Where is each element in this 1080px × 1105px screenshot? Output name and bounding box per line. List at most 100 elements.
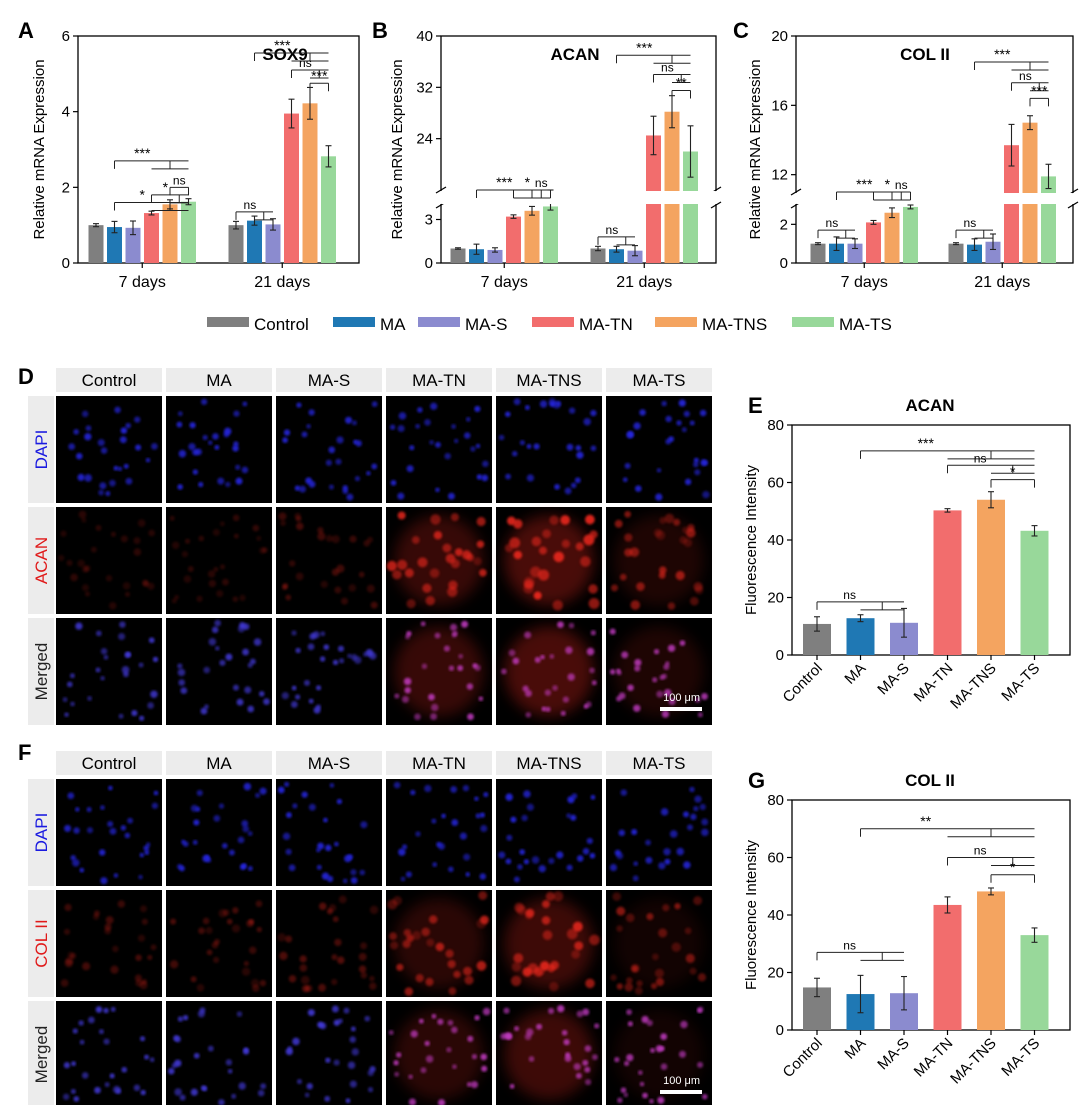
cell-nucleus <box>282 832 291 841</box>
x-group-label: 7 days <box>119 274 166 291</box>
cell-nucleus <box>308 409 315 416</box>
cell-nucleus <box>336 564 345 573</box>
bar-ma-ts <box>1020 530 1049 655</box>
cell-nucleus <box>181 550 189 558</box>
axis-break-gap-right <box>714 191 722 204</box>
cell-nucleus <box>417 557 428 568</box>
cell-nucleus <box>526 1028 534 1036</box>
y-tick-label: 20 <box>767 965 784 982</box>
cell-nucleus <box>241 967 251 976</box>
cell-nucleus <box>424 784 432 793</box>
cell-nucleus <box>589 530 598 539</box>
cell-nucleus <box>435 487 440 493</box>
cell-nucleus <box>193 819 200 826</box>
cell-nucleus <box>513 876 520 883</box>
cell-nucleus <box>221 578 229 586</box>
bar-ma-ts-7-days <box>903 206 918 263</box>
cell-nucleus <box>241 466 249 474</box>
column-header-control: Control <box>82 371 137 390</box>
cell-nucleus <box>555 400 562 407</box>
significance-label: ** <box>676 75 687 91</box>
cell-nucleus <box>538 864 546 873</box>
cell-nucleus <box>349 535 357 543</box>
cell-nucleus <box>232 514 240 522</box>
cell-nucleus <box>697 1008 702 1013</box>
cell-nucleus <box>299 485 307 493</box>
cell-nucleus <box>574 941 584 951</box>
cell-nucleus <box>590 630 596 636</box>
cell-nucleus <box>453 970 461 979</box>
cell-nucleus <box>634 665 641 672</box>
cell-nucleus <box>182 1014 189 1021</box>
cell-nucleus <box>566 813 572 819</box>
cell-nucleus <box>693 896 703 906</box>
cell-nucleus <box>319 1022 327 1030</box>
column-header-bg <box>56 751 162 775</box>
row-header-bg <box>28 779 54 886</box>
micrograph-acan-ma-s <box>276 507 382 614</box>
cell-nucleus <box>227 1068 233 1074</box>
significance-label: * <box>140 186 146 202</box>
cell-nucleus <box>299 955 307 963</box>
cell-nucleus <box>420 1067 427 1074</box>
micrograph-dapi-ma-tn <box>386 396 492 503</box>
cell-nucleus <box>656 468 662 473</box>
cell-nucleus <box>561 1029 568 1036</box>
cell-nucleus <box>133 1084 141 1092</box>
cell-nucleus <box>192 469 199 475</box>
cell-nucleus <box>625 913 635 923</box>
cell-nucleus <box>562 696 569 703</box>
panel-label-f: F <box>18 740 31 765</box>
cell-nucleus <box>231 924 241 933</box>
cell-nucleus <box>629 547 640 557</box>
cell-nucleus <box>70 1088 76 1094</box>
cell-nucleus <box>549 654 555 659</box>
cell-nucleus <box>505 793 513 801</box>
cell-nucleus <box>524 405 530 411</box>
cell-nucleus <box>145 457 151 463</box>
cell-nucleus <box>588 584 598 594</box>
cell-nucleus <box>325 534 333 542</box>
cell-nucleus <box>301 791 308 798</box>
cell-nucleus <box>500 1033 507 1040</box>
significance-label: ns <box>974 844 987 858</box>
cell-nucleus <box>247 865 253 871</box>
cell-nucleus <box>203 666 211 674</box>
cell-nucleus <box>233 410 240 417</box>
cell-nucleus <box>371 401 378 407</box>
x-category-label: MA-TS <box>998 1035 1043 1080</box>
cell-nucleus <box>358 571 365 578</box>
cell-nucleus <box>386 560 397 572</box>
cell-nucleus <box>389 932 397 941</box>
cell-nucleus <box>437 1018 444 1025</box>
column-header-bg <box>166 368 272 392</box>
y-axis-label: Relative mRNA Expression <box>389 59 406 239</box>
cell-nucleus <box>109 827 117 835</box>
cell-nucleus <box>458 653 464 659</box>
cell-nucleus <box>124 651 131 659</box>
cell-nucleus <box>100 647 108 655</box>
cell-nucleus <box>337 645 345 652</box>
cell-nucleus <box>103 1038 110 1045</box>
column-header-bg <box>276 751 382 775</box>
cell-nucleus <box>560 515 571 525</box>
cell-nucleus <box>278 512 287 521</box>
cell-nucleus <box>331 535 340 544</box>
cell-nucleus <box>655 493 663 501</box>
cell-nucleus <box>318 902 327 911</box>
cell-nucleus <box>452 630 458 636</box>
cell-nucleus <box>443 645 450 652</box>
cell-nucleus <box>258 691 265 697</box>
cell-nucleus <box>202 917 210 925</box>
cell-nucleus <box>701 692 708 700</box>
cell-nucleus <box>636 582 645 591</box>
micrograph-col-ii-ma-s <box>276 890 382 997</box>
cell-nucleus <box>319 656 326 662</box>
cell-nucleus <box>211 626 219 634</box>
y-tick-label: 40 <box>767 907 784 924</box>
cell-nucleus <box>513 519 523 529</box>
cell-nucleus <box>636 980 643 987</box>
cell-nucleus <box>402 844 408 850</box>
cell-nucleus <box>347 653 352 659</box>
cell-nucleus <box>81 584 90 592</box>
